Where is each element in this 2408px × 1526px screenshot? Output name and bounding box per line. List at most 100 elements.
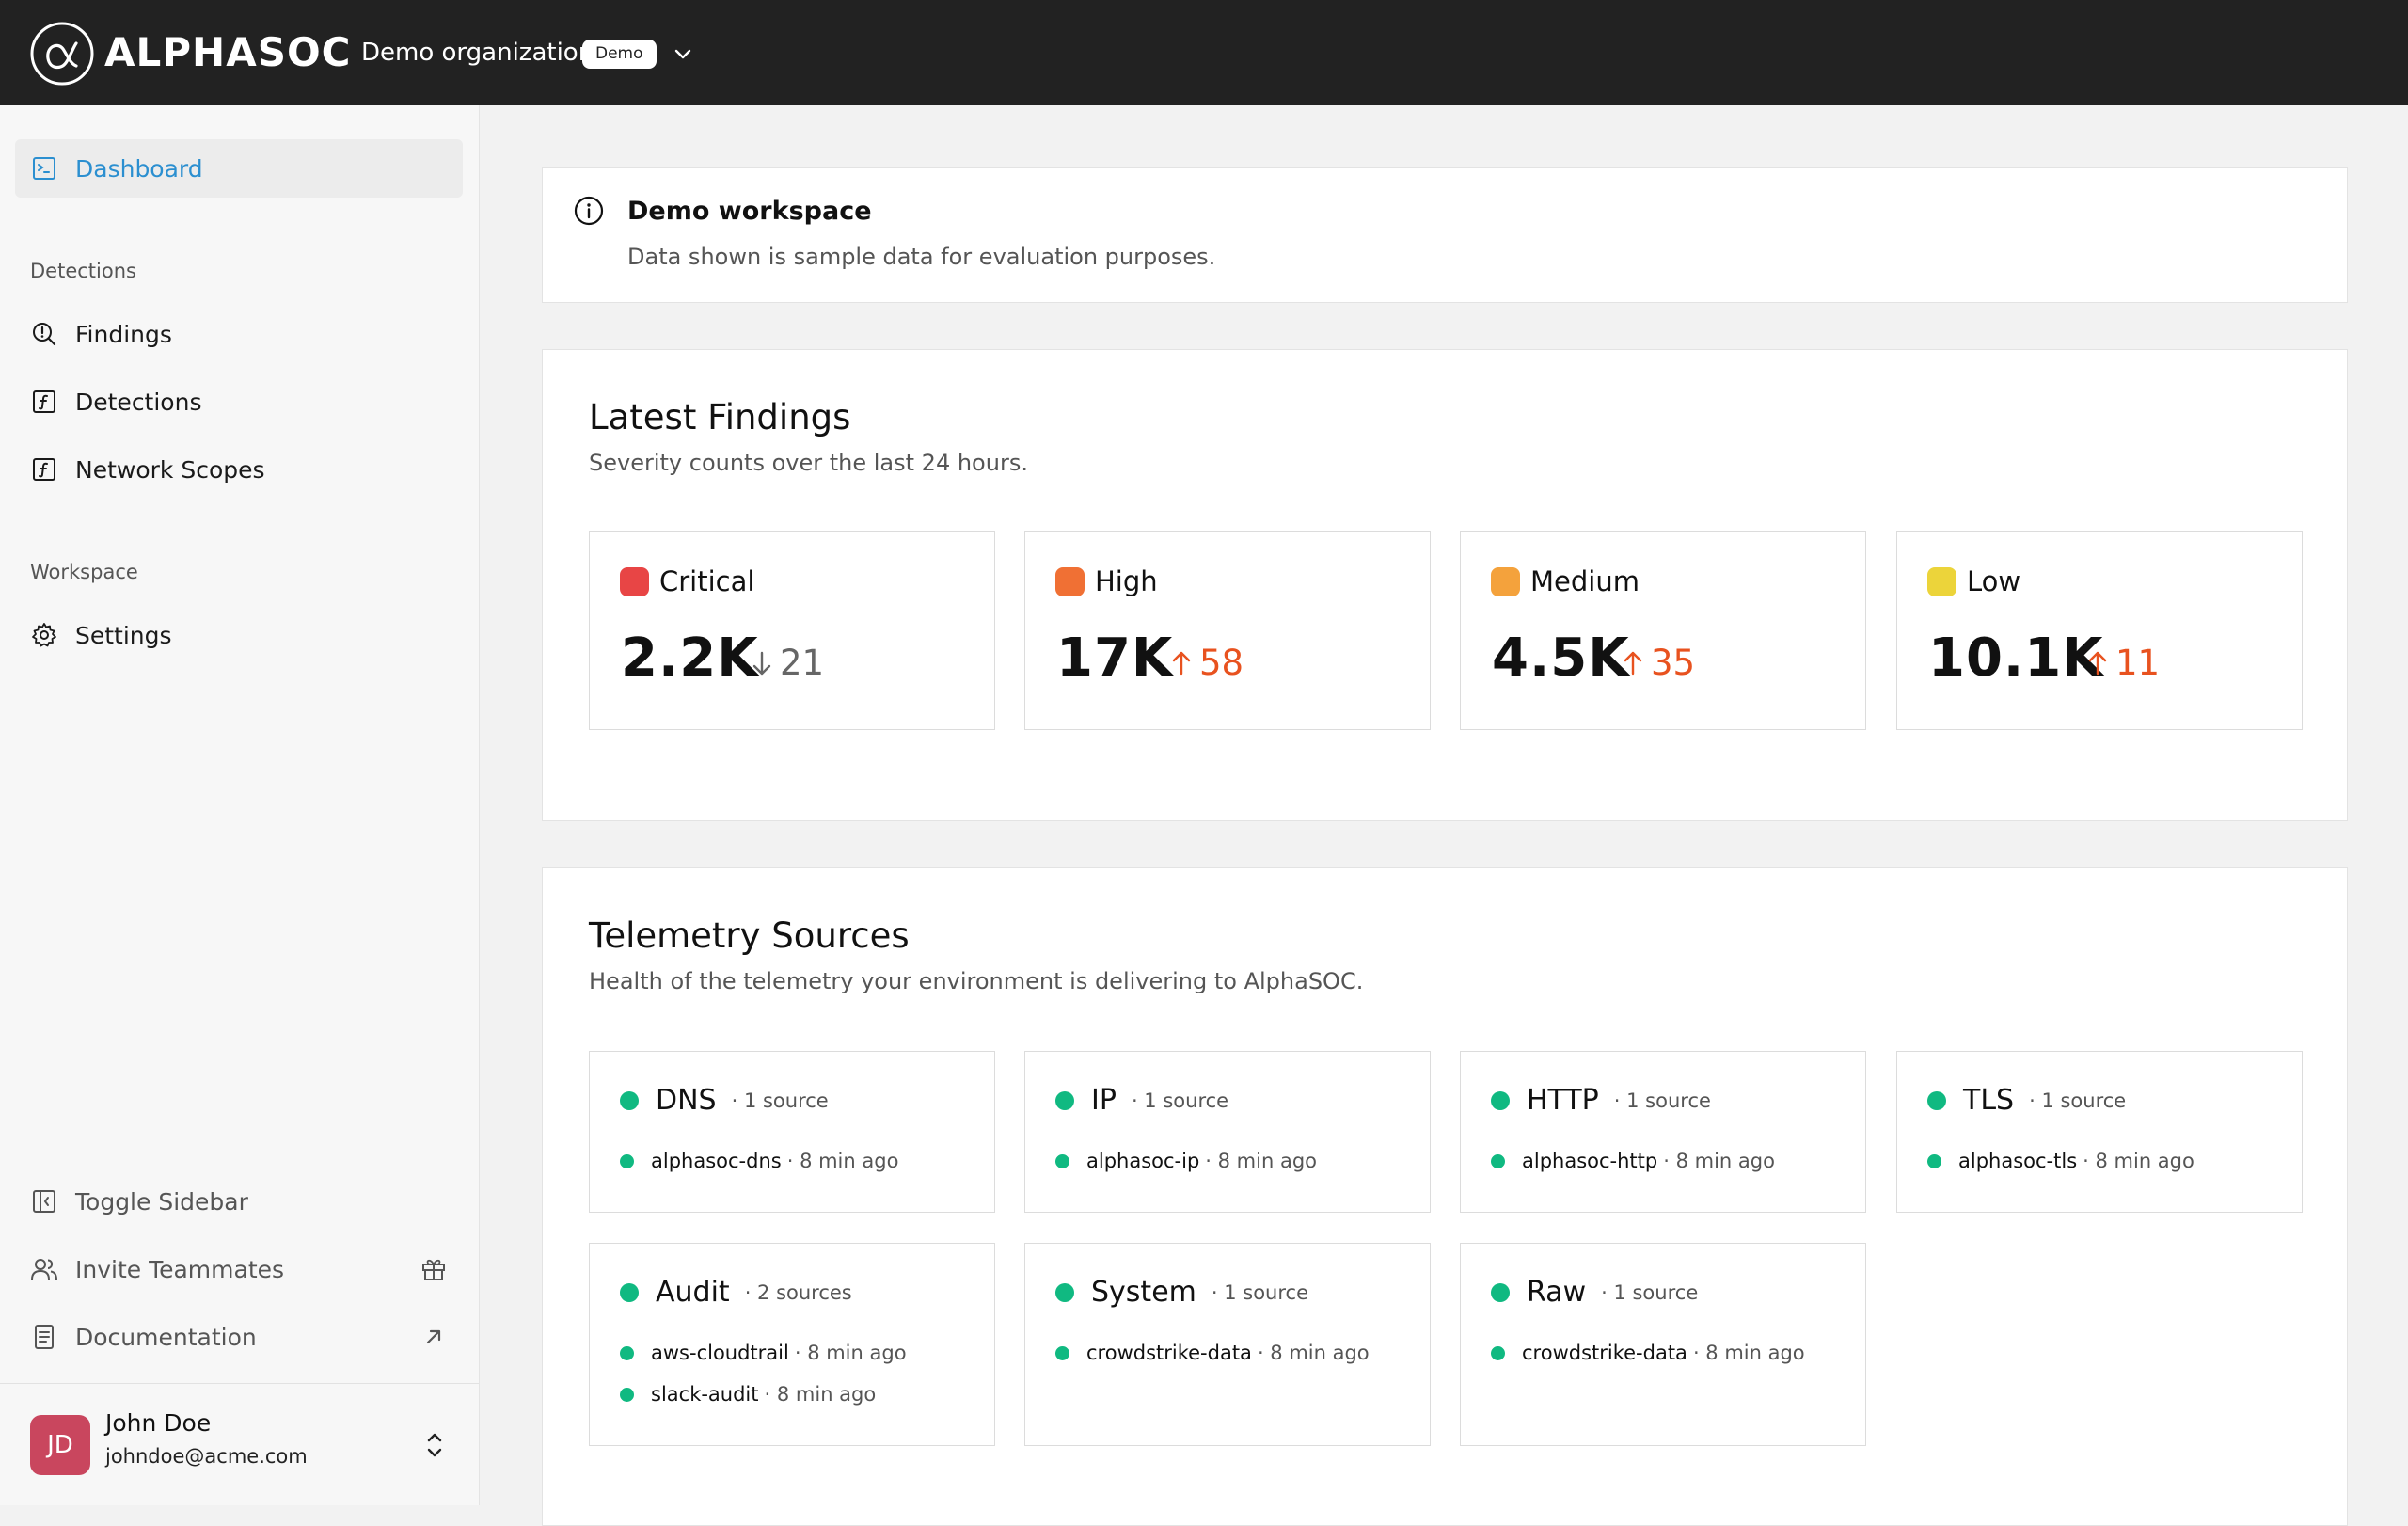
organization-name[interactable]: Demo organization [361, 39, 594, 67]
sidebar-toggle-icon [33, 1190, 55, 1213]
source-row: alphasoc-tls · 8 min ago [1927, 1150, 2194, 1172]
source-name: alphasoc-ip [1086, 1150, 1200, 1172]
source-count: · 1 source [1601, 1280, 1699, 1304]
toggle-sidebar-label: Toggle Sidebar [75, 1187, 248, 1216]
documentation-link[interactable]: Documentation [15, 1308, 463, 1366]
severity-name: Medium [1530, 565, 1640, 597]
document-icon [35, 1325, 54, 1349]
severity-count: 2.2K [621, 628, 759, 689]
source-row: slack-audit · 8 min ago [620, 1383, 876, 1406]
status-dot [1491, 1090, 1510, 1110]
source-last-seen: · 8 min ago [764, 1383, 877, 1406]
status-dot [1491, 1153, 1505, 1168]
source-name: slack-audit [651, 1383, 759, 1406]
telemetry-name: DNS [656, 1084, 717, 1117]
arrow-up-icon [1172, 651, 1191, 675]
severity-color-swatch [620, 567, 649, 596]
demo-badge: Demo [582, 40, 657, 69]
sidebar: Dashboard Detections Findings Detections… [0, 105, 480, 1505]
external-arrow-icon [426, 1329, 441, 1344]
severity-count: 10.1K [1928, 628, 2104, 689]
telemetry-card-raw[interactable]: Raw · 1 source crowdstrike-data · 8 min … [1460, 1243, 1866, 1446]
telemetry-card-ip[interactable]: IP · 1 source alphasoc-ip · 8 min ago [1024, 1051, 1431, 1213]
severity-name: High [1095, 565, 1158, 597]
source-name: alphasoc-dns [651, 1150, 782, 1172]
source-last-seen: · 8 min ago [1205, 1150, 1318, 1172]
status-dot [1491, 1345, 1505, 1360]
arrow-up-icon [2088, 651, 2107, 675]
telemetry-card-system[interactable]: System · 1 source crowdstrike-data · 8 m… [1024, 1243, 1431, 1446]
status-dot [1055, 1282, 1074, 1302]
info-icon [574, 196, 604, 226]
section-title: Telemetry Sources [589, 915, 910, 956]
invite-teammates-button[interactable]: Invite Teammates [15, 1240, 463, 1298]
severity-delta: 35 [1621, 643, 1695, 683]
status-dot [1055, 1153, 1069, 1168]
telemetry-header: System · 1 source [1055, 1276, 1308, 1309]
toggle-sidebar-button[interactable]: Toggle Sidebar [15, 1172, 463, 1231]
delta-value: 11 [2115, 643, 2161, 683]
arrow-up-icon [1624, 651, 1642, 675]
telemetry-sources-panel: Telemetry Sources Health of the telemetr… [542, 867, 2348, 1526]
severity-delta: 58 [1169, 643, 1244, 683]
source-name: crowdstrike-data [1522, 1342, 1687, 1364]
source-last-seen: · 8 min ago [1692, 1342, 1805, 1364]
section-label-workspace: Workspace [30, 561, 138, 583]
delta-value: 35 [1651, 643, 1696, 683]
telemetry-name: Raw [1527, 1276, 1587, 1309]
status-dot [1927, 1153, 1941, 1168]
source-count: · 1 source [1211, 1280, 1308, 1304]
user-email: johndoe@acme.com [105, 1445, 308, 1468]
telemetry-card-http[interactable]: HTTP · 1 source alphasoc-http · 8 min ag… [1460, 1051, 1866, 1213]
notice-text: Data shown is sample data for evaluation… [627, 244, 1216, 270]
gift-icon [422, 1259, 445, 1280]
source-row: crowdstrike-data · 8 min ago [1055, 1342, 1370, 1364]
source-last-seen: · 8 min ago [794, 1342, 907, 1364]
telemetry-card-dns[interactable]: DNS · 1 source alphasoc-dns · 8 min ago [589, 1051, 995, 1213]
gear-icon [32, 623, 56, 647]
telemetry-name: Audit [656, 1276, 730, 1309]
telemetry-header: HTTP · 1 source [1491, 1084, 1711, 1117]
brand-name[interactable]: ALPHASOC [104, 29, 352, 75]
telemetry-card-tls[interactable]: TLS · 1 source alphasoc-tls · 8 min ago [1896, 1051, 2303, 1213]
status-dot [620, 1387, 634, 1402]
invite-teammates-label: Invite Teammates [75, 1255, 285, 1283]
source-name: crowdstrike-data [1086, 1342, 1252, 1364]
status-dot [1927, 1090, 1946, 1110]
severity-card-high[interactable]: High 17K 58 [1024, 531, 1431, 730]
avatar[interactable]: JD [30, 1415, 90, 1475]
telemetry-header: Audit · 2 sources [620, 1276, 852, 1309]
sidebar-item-detections[interactable]: Detections [15, 373, 463, 431]
sidebar-item-network-scopes[interactable]: Network Scopes [15, 440, 463, 499]
source-last-seen: · 8 min ago [1663, 1150, 1775, 1172]
severity-color-swatch [1927, 567, 1956, 596]
latest-findings-panel: Latest Findings Severity counts over the… [542, 349, 2348, 821]
severity-card-low[interactable]: Low 10.1K 11 [1896, 531, 2303, 730]
telemetry-card-audit[interactable]: Audit · 2 sources aws-cloudtrail · 8 min… [589, 1243, 995, 1446]
sidebar-item-settings[interactable]: Settings [15, 606, 463, 664]
demo-workspace-notice: Demo workspace Data shown is sample data… [542, 167, 2348, 303]
source-row: alphasoc-ip · 8 min ago [1055, 1150, 1317, 1172]
section-title: Latest Findings [589, 397, 851, 437]
telemetry-header: IP · 1 source [1055, 1084, 1228, 1117]
dashboard-icon [33, 157, 55, 180]
severity-color-swatch [1491, 567, 1520, 596]
chevron-down-icon[interactable] [670, 42, 696, 65]
sidebar-item-label: Detections [75, 388, 202, 416]
severity-card-critical[interactable]: Critical 2.2K 21 [589, 531, 995, 730]
source-count: · 1 source [1131, 1089, 1229, 1112]
status-dot [620, 1282, 639, 1302]
sidebar-item-findings[interactable]: Findings [15, 305, 463, 363]
chevron-up-down-icon[interactable] [421, 1428, 448, 1462]
telemetry-header: TLS · 1 source [1927, 1084, 2126, 1117]
telemetry-name: TLS [1963, 1084, 2015, 1117]
alpha-logo-icon[interactable] [29, 21, 95, 87]
severity-card-medium[interactable]: Medium 4.5K 35 [1460, 531, 1866, 730]
telemetry-header: Raw · 1 source [1491, 1276, 1698, 1309]
sidebar-item-dashboard[interactable]: Dashboard [15, 139, 463, 198]
status-dot [1055, 1345, 1069, 1360]
telemetry-header: DNS · 1 source [620, 1084, 829, 1117]
documentation-label: Documentation [75, 1323, 257, 1351]
severity-count: 17K [1056, 628, 1174, 689]
notice-title: Demo workspace [627, 197, 872, 226]
